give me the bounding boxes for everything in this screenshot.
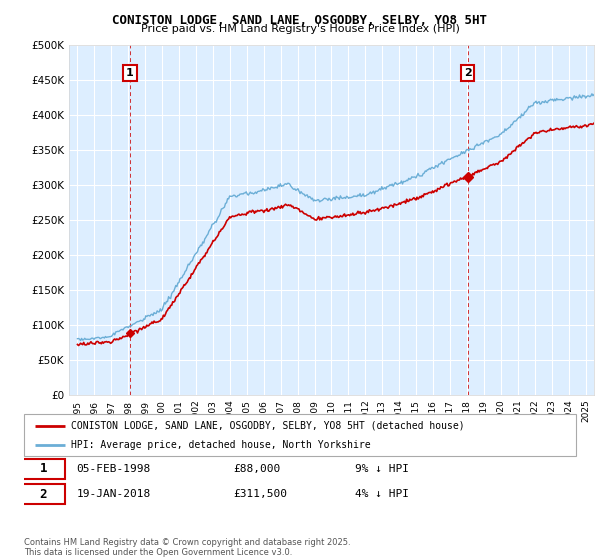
Text: 9% ↓ HPI: 9% ↓ HPI xyxy=(355,464,409,474)
Text: CONISTON LODGE, SAND LANE, OSGODBY, SELBY, YO8 5HT: CONISTON LODGE, SAND LANE, OSGODBY, SELB… xyxy=(113,14,487,27)
Text: 2: 2 xyxy=(40,488,47,501)
Text: CONISTON LODGE, SAND LANE, OSGODBY, SELBY, YO8 5HT (detached house): CONISTON LODGE, SAND LANE, OSGODBY, SELB… xyxy=(71,421,464,431)
Text: 1: 1 xyxy=(126,68,134,78)
Text: £88,000: £88,000 xyxy=(234,464,281,474)
FancyBboxPatch shape xyxy=(21,484,65,504)
Text: 4% ↓ HPI: 4% ↓ HPI xyxy=(355,489,409,499)
Text: Price paid vs. HM Land Registry's House Price Index (HPI): Price paid vs. HM Land Registry's House … xyxy=(140,24,460,34)
FancyBboxPatch shape xyxy=(21,459,65,479)
Text: Contains HM Land Registry data © Crown copyright and database right 2025.
This d: Contains HM Land Registry data © Crown c… xyxy=(24,538,350,557)
FancyBboxPatch shape xyxy=(24,414,576,456)
Text: 19-JAN-2018: 19-JAN-2018 xyxy=(76,489,151,499)
Text: 1: 1 xyxy=(40,463,47,475)
Text: 05-FEB-1998: 05-FEB-1998 xyxy=(76,464,151,474)
Text: 2: 2 xyxy=(464,68,472,78)
Text: HPI: Average price, detached house, North Yorkshire: HPI: Average price, detached house, Nort… xyxy=(71,440,371,450)
Text: £311,500: £311,500 xyxy=(234,489,288,499)
